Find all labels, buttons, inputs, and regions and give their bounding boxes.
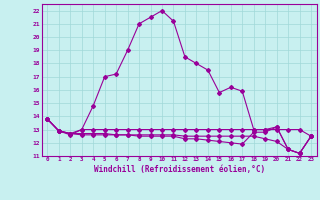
X-axis label: Windchill (Refroidissement éolien,°C): Windchill (Refroidissement éolien,°C) [94, 165, 265, 174]
